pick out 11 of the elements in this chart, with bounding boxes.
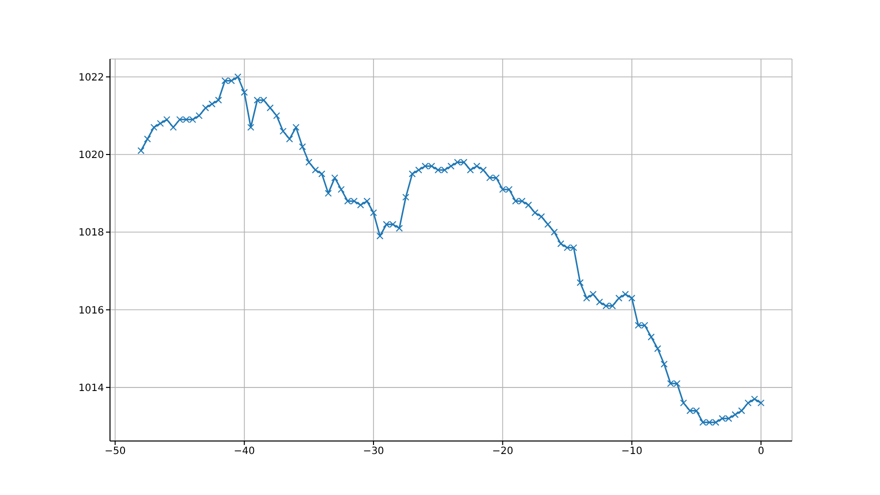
- y-tick-label: 1016: [78, 305, 104, 316]
- y-tick-label: 1014: [78, 382, 104, 394]
- x-tick-label: −20: [492, 446, 514, 458]
- x-tick-label: 0: [758, 446, 764, 458]
- x-tick-label: −40: [234, 446, 255, 458]
- y-tick-label: 1022: [78, 72, 104, 84]
- y-tick-label: 1018: [78, 228, 104, 239]
- y-tick-label: 1020: [78, 150, 104, 162]
- x-tick-label: −50: [104, 446, 126, 458]
- x-tick-label: −10: [621, 446, 642, 458]
- x-tick-label: −30: [362, 446, 384, 458]
